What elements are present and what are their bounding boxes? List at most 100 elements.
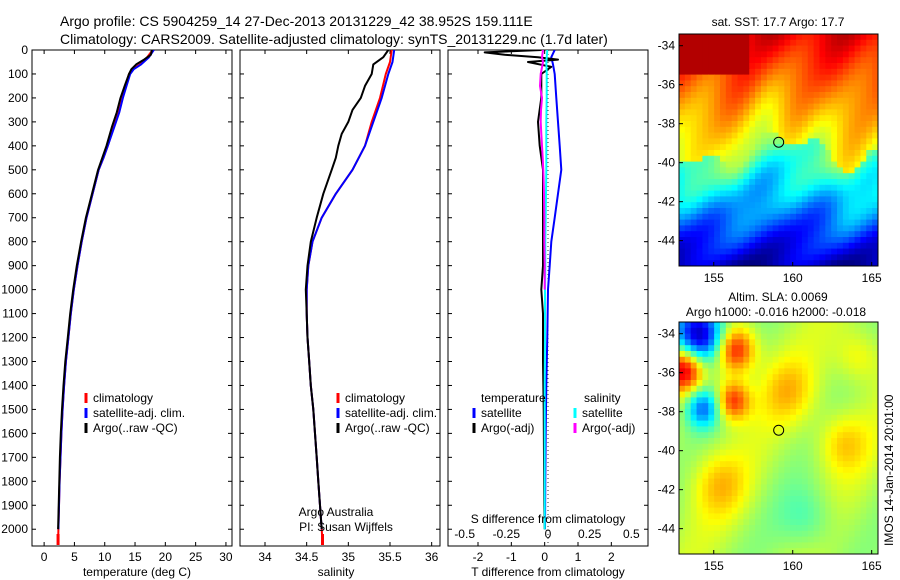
heatmap-cell bbox=[837, 225, 844, 232]
heatmap-cell bbox=[825, 362, 832, 369]
heatmap-cell bbox=[778, 397, 785, 404]
heatmap-cell bbox=[860, 173, 867, 180]
heatmap-cell bbox=[749, 138, 756, 145]
heatmap-cell bbox=[801, 368, 809, 375]
heatmap-cell bbox=[760, 80, 768, 87]
heatmap-cell bbox=[778, 254, 785, 261]
heatmap-cell bbox=[725, 409, 733, 416]
heatmap-cell bbox=[690, 391, 698, 398]
heatmap-cell bbox=[796, 68, 803, 76]
heatmap-cell bbox=[772, 254, 780, 261]
heatmap-cell bbox=[813, 414, 821, 422]
heatmap-cell bbox=[725, 161, 733, 168]
heatmap-cell bbox=[696, 339, 704, 346]
heatmap-cell bbox=[784, 519, 791, 526]
heatmap-cell bbox=[831, 248, 838, 255]
heatmap-cell bbox=[725, 432, 733, 439]
heatmap-cell bbox=[796, 403, 803, 410]
heatmap-cell bbox=[690, 368, 698, 375]
heatmap-cell bbox=[696, 362, 704, 369]
heatmap-cell bbox=[749, 409, 756, 416]
heatmap-cell bbox=[866, 39, 873, 47]
heatmap-cell bbox=[690, 333, 698, 340]
map-x-tick-label: 165 bbox=[862, 559, 882, 573]
heatmap-cell bbox=[696, 144, 704, 151]
heatmap-cell bbox=[702, 144, 709, 151]
heatmap-cell bbox=[708, 155, 715, 163]
heatmap-cell bbox=[866, 362, 873, 369]
heatmap-cell bbox=[749, 420, 756, 427]
heatmap-cell bbox=[690, 513, 698, 520]
heatmap-cell bbox=[813, 420, 821, 427]
heatmap-cell bbox=[807, 525, 815, 532]
heatmap-cell bbox=[837, 208, 844, 215]
heatmap-cell bbox=[813, 374, 821, 381]
heatmap-cell bbox=[854, 455, 862, 462]
heatmap-cell bbox=[749, 63, 756, 70]
heatmap-cell bbox=[719, 484, 727, 491]
heatmap-cell bbox=[702, 397, 709, 404]
heatmap-cell bbox=[731, 501, 739, 509]
heatmap-cell bbox=[872, 80, 878, 87]
heatmap-cell bbox=[725, 455, 733, 462]
heatmap-cell bbox=[760, 121, 768, 128]
heatmap-cell bbox=[708, 548, 715, 554]
heatmap-cell bbox=[866, 461, 873, 468]
heatmap-cell bbox=[819, 438, 826, 445]
sla-heatmap bbox=[679, 322, 878, 554]
heatmap-cell bbox=[749, 536, 756, 543]
heatmap-cell bbox=[725, 507, 733, 514]
heatmap-cell bbox=[848, 443, 856, 451]
heatmap-cell bbox=[684, 45, 692, 52]
heatmap-cell bbox=[719, 196, 727, 203]
heatmap-cell bbox=[684, 51, 692, 58]
heatmap-cell bbox=[679, 391, 686, 398]
heatmap-cell bbox=[714, 213, 721, 221]
salinity-xlabel: salinity bbox=[318, 565, 355, 579]
argo-location-marker bbox=[773, 136, 785, 148]
heatmap-cell bbox=[784, 432, 791, 439]
heatmap-cell bbox=[760, 132, 768, 139]
heatmap-cell bbox=[690, 345, 698, 352]
heatmap-cell bbox=[796, 260, 803, 266]
heatmap-cell bbox=[813, 51, 821, 58]
heatmap-cell bbox=[702, 248, 709, 255]
heatmap-cell bbox=[719, 362, 727, 369]
heatmap-cell bbox=[866, 519, 873, 526]
heatmap-cell bbox=[801, 97, 809, 105]
heatmap-cell bbox=[842, 397, 850, 404]
heatmap-cell bbox=[772, 248, 780, 255]
heatmap-cell bbox=[784, 327, 791, 335]
heatmap-cell bbox=[854, 190, 862, 197]
heatmap-cell bbox=[848, 260, 856, 266]
heatmap-cell bbox=[837, 420, 844, 427]
heatmap-cell bbox=[766, 345, 774, 352]
heatmap-cell bbox=[714, 144, 721, 151]
heatmap-cell bbox=[714, 339, 721, 346]
heatmap-cell bbox=[702, 57, 709, 64]
heatmap-cell bbox=[731, 132, 739, 139]
heatmap-cell bbox=[801, 92, 809, 99]
heatmap-cell bbox=[848, 132, 856, 139]
heatmap-cell bbox=[831, 260, 838, 266]
heatmap-cell bbox=[854, 409, 862, 416]
heatmap-cell bbox=[696, 155, 704, 163]
heatmap-cell bbox=[807, 443, 815, 451]
heatmap-cell bbox=[731, 374, 739, 381]
heatmap-cell bbox=[825, 484, 832, 491]
heatmap-cell bbox=[725, 484, 733, 491]
heatmap-cell bbox=[831, 525, 838, 532]
heatmap-cell bbox=[837, 34, 844, 41]
heatmap-cell bbox=[708, 385, 715, 393]
heatmap-cell bbox=[702, 237, 709, 244]
heatmap-cell bbox=[837, 467, 844, 474]
heatmap-cell bbox=[708, 426, 715, 433]
heatmap-cell bbox=[790, 68, 797, 76]
heatmap-cell bbox=[690, 138, 698, 145]
heatmap-cell bbox=[860, 426, 867, 433]
heatmap-cell bbox=[679, 34, 686, 41]
heatmap-cell bbox=[825, 34, 832, 41]
heatmap-cell bbox=[860, 507, 867, 514]
heatmap-cell bbox=[737, 438, 744, 445]
heatmap-cell bbox=[772, 530, 780, 538]
